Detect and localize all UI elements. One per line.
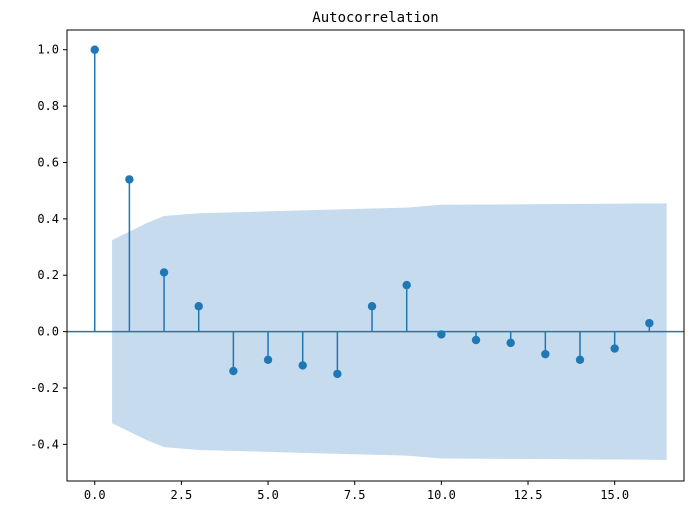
stem-marker-lag-7 — [333, 369, 342, 379]
x-tick-label: 2.5 — [171, 488, 193, 502]
x-tick-label: 0.0 — [84, 488, 106, 502]
stem-marker-lag-16 — [645, 318, 654, 328]
y-tick-label: 0.0 — [37, 325, 59, 339]
y-tick-label: 1.0 — [37, 43, 59, 57]
chart-title: Autocorrelation — [312, 10, 438, 26]
stem-marker-lag-12 — [506, 338, 515, 348]
y-tick-label: 0.6 — [37, 155, 59, 169]
stem-marker-lag-14 — [575, 355, 585, 364]
stem-marker-lag-4 — [229, 366, 238, 376]
plot-frame — [66, 29, 685, 482]
stem-marker-lag-2 — [159, 268, 169, 277]
y-tick-label: 0.8 — [37, 99, 59, 113]
y-tick-label: 0.2 — [37, 268, 59, 282]
x-tick-label: 15.0 — [600, 488, 629, 502]
y-axis: 1.0 0.8 0.6 0.4 0.2 0.0 -0.2 -0.4 — [30, 43, 67, 451]
stem-marker-lag-5 — [263, 355, 273, 364]
x-tick-label: 5.0 — [257, 488, 279, 502]
stem-marker-lag-15 — [610, 344, 619, 353]
y-tick-label: 0.4 — [37, 212, 59, 226]
stem-marker-lag-9 — [402, 280, 411, 290]
stem-marker-lag-6 — [298, 361, 307, 370]
y-tick-label: -0.2 — [30, 381, 59, 395]
stem-marker-lag-10 — [437, 330, 446, 339]
x-tick-label: 12.5 — [514, 488, 543, 502]
x-axis: 0.0 2.5 5.0 7.5 10.0 12.5 15.0 — [84, 481, 629, 502]
stem-marker-lag-0 — [90, 45, 99, 54]
stem-marker-lag-13 — [541, 349, 550, 359]
x-tick-label: 10.0 — [427, 488, 456, 502]
stem-marker-lag-8 — [367, 302, 377, 311]
stems-layer — [90, 45, 654, 379]
x-tick-label: 7.5 — [344, 488, 366, 502]
y-tick-label: -0.4 — [30, 437, 59, 451]
stem-marker-lag-1 — [125, 175, 134, 184]
stem-marker-lag-11 — [471, 335, 481, 345]
stem-marker-lag-3 — [194, 302, 203, 311]
